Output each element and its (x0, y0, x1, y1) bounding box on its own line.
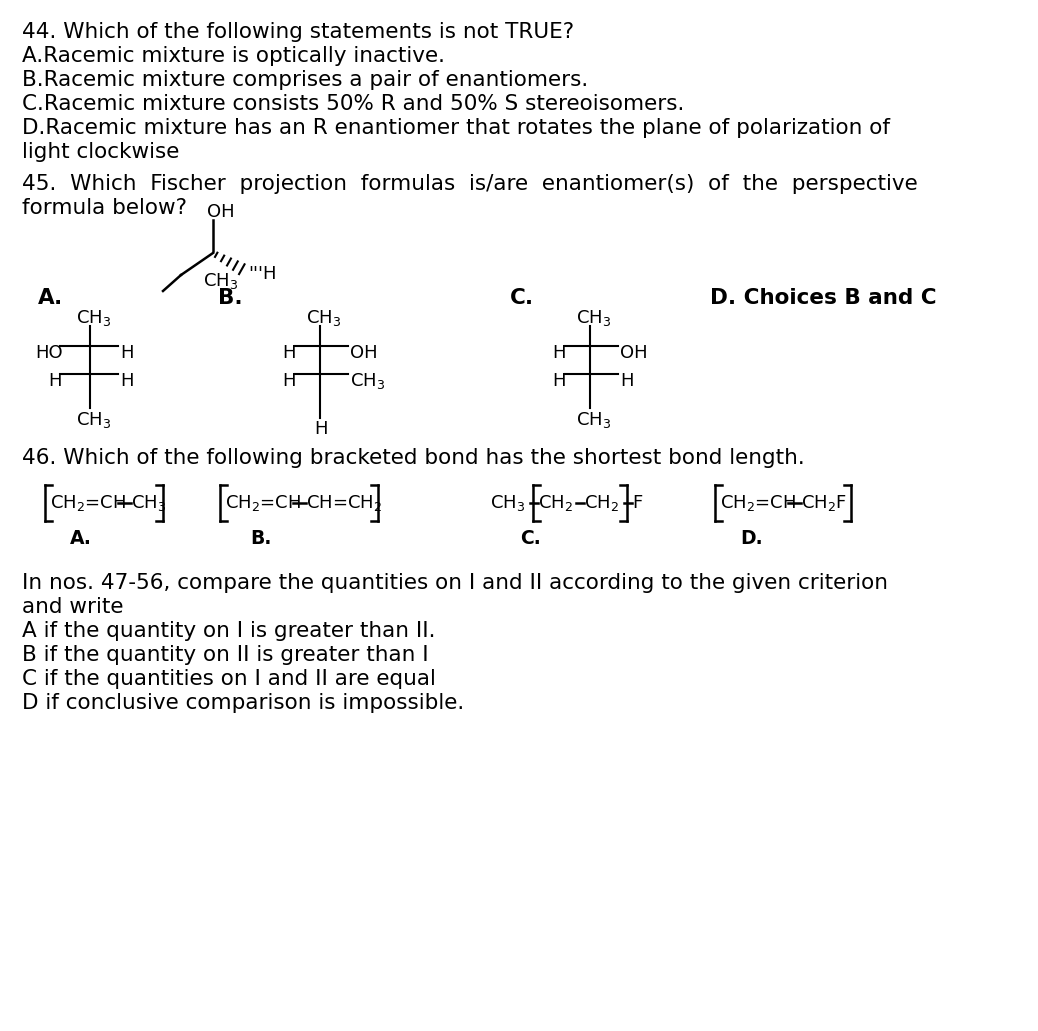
Text: H: H (552, 344, 566, 362)
Text: CH$_2$: CH$_2$ (584, 493, 619, 513)
Text: C.: C. (520, 529, 541, 548)
Text: D if conclusive comparison is impossible.: D if conclusive comparison is impossible… (22, 693, 464, 713)
Text: H: H (120, 372, 134, 390)
Text: CH$_3$: CH$_3$ (576, 308, 611, 328)
Text: H: H (282, 344, 296, 362)
Text: H: H (552, 372, 566, 390)
Text: CH=CH$_2$: CH=CH$_2$ (306, 493, 382, 513)
Text: CH$_3$: CH$_3$ (350, 371, 385, 391)
Text: A.: A. (38, 288, 63, 308)
Text: H: H (282, 372, 296, 390)
Text: OH: OH (620, 344, 648, 362)
Text: CH$_2$=CH: CH$_2$=CH (50, 493, 127, 513)
Text: CH$_2$=CH: CH$_2$=CH (720, 493, 796, 513)
Text: A.: A. (70, 529, 92, 548)
Text: B.: B. (250, 529, 271, 548)
Text: CH$_3$: CH$_3$ (76, 308, 111, 328)
Text: CH$_3$: CH$_3$ (490, 493, 525, 513)
Text: F: F (632, 494, 643, 512)
Text: '''H: '''H (248, 265, 276, 282)
Text: formula below?: formula below? (22, 198, 187, 218)
Text: B.Racemic mixture comprises a pair of enantiomers.: B.Racemic mixture comprises a pair of en… (22, 70, 589, 90)
Text: 44. Which of the following statements is not TRUE?: 44. Which of the following statements is… (22, 22, 574, 42)
Text: and write: and write (22, 597, 124, 617)
Text: A if the quantity on I is greater than II.: A if the quantity on I is greater than I… (22, 621, 436, 641)
Text: CH$_3$: CH$_3$ (203, 271, 239, 291)
Text: CH$_3$: CH$_3$ (306, 308, 342, 328)
Text: 46. Which of the following bracketed bond has the shortest bond length.: 46. Which of the following bracketed bon… (22, 448, 804, 468)
Text: 45.  Which  Fischer  projection  formulas  is/are  enantiomer(s)  of  the  persp: 45. Which Fischer projection formulas is… (22, 174, 918, 194)
Text: H: H (48, 372, 61, 390)
Text: B if the quantity on II is greater than I: B if the quantity on II is greater than … (22, 645, 429, 665)
Text: CH$_2$F: CH$_2$F (801, 493, 847, 513)
Text: OH: OH (350, 344, 378, 362)
Text: D.: D. (740, 529, 763, 548)
Text: C.Racemic mixture consists 50% R and 50% S stereoisomers.: C.Racemic mixture consists 50% R and 50%… (22, 94, 684, 114)
Text: A.Racemic mixture is optically inactive.: A.Racemic mixture is optically inactive. (22, 46, 445, 66)
Text: B.: B. (218, 288, 243, 308)
Text: light clockwise: light clockwise (22, 142, 180, 162)
Text: D.Racemic mixture has an R enantiomer that rotates the plane of polarization of: D.Racemic mixture has an R enantiomer th… (22, 118, 890, 138)
Text: C if the quantities on I and II are equal: C if the quantities on I and II are equa… (22, 669, 436, 689)
Text: H: H (120, 344, 134, 362)
Text: HO: HO (35, 344, 62, 362)
Text: CH$_2$: CH$_2$ (538, 493, 573, 513)
Text: H: H (620, 372, 633, 390)
Text: C.: C. (510, 288, 535, 308)
Text: CH$_3$: CH$_3$ (76, 410, 111, 430)
Text: OH: OH (207, 203, 235, 221)
Text: D. Choices B and C: D. Choices B and C (710, 288, 936, 308)
Text: H: H (315, 420, 328, 438)
Text: In nos. 47-56, compare the quantities on I and II according to the given criteri: In nos. 47-56, compare the quantities on… (22, 573, 887, 593)
Text: CH$_2$=CH: CH$_2$=CH (225, 493, 301, 513)
Text: CH$_3$: CH$_3$ (576, 410, 611, 430)
Text: CH$_3$: CH$_3$ (131, 493, 166, 513)
